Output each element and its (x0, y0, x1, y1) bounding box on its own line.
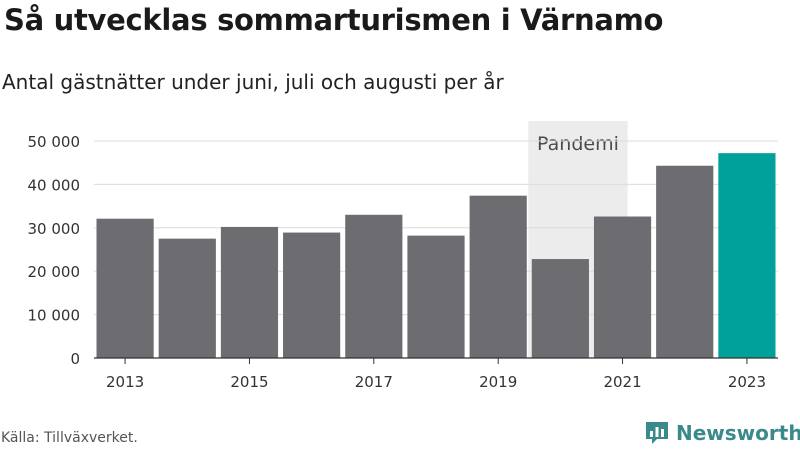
y-tick-label: 40 000 (28, 176, 81, 194)
x-tick-label: 2019 (479, 373, 517, 391)
y-tick-label: 10 000 (28, 307, 81, 325)
pandemic-label: Pandemi (537, 133, 619, 155)
x-tick-label: 2013 (106, 373, 144, 391)
bar (283, 232, 341, 358)
y-tick-label: 50 000 (28, 133, 81, 151)
chart-subtitle: Antal gästnätter under juni, juli och au… (2, 70, 504, 94)
brand-name: Newsworthy (676, 421, 800, 445)
source-note: Källa: Tillväxverket. (1, 430, 138, 446)
y-tick-label: 30 000 (28, 220, 81, 238)
x-tick-label: 2021 (603, 373, 641, 391)
bar (220, 226, 279, 358)
y-tick-label: 20 000 (28, 263, 81, 281)
x-tick-label: 2017 (355, 373, 393, 391)
bar (345, 214, 403, 358)
bar (158, 238, 216, 358)
bar (656, 165, 714, 358)
bar (593, 216, 652, 358)
chart-title: Så utvecklas sommarturismen i Värnamo (4, 3, 664, 37)
bar (96, 218, 154, 358)
brand-logo: Newsworthy (644, 420, 800, 446)
bar (531, 259, 589, 358)
x-tick-label: 2015 (230, 373, 268, 391)
x-tick-label: 2023 (728, 373, 766, 391)
y-tick-label: 0 (70, 350, 80, 368)
newsworthy-logo-icon (646, 422, 668, 444)
bar (469, 195, 527, 358)
bar (407, 235, 465, 358)
bar (718, 153, 776, 358)
